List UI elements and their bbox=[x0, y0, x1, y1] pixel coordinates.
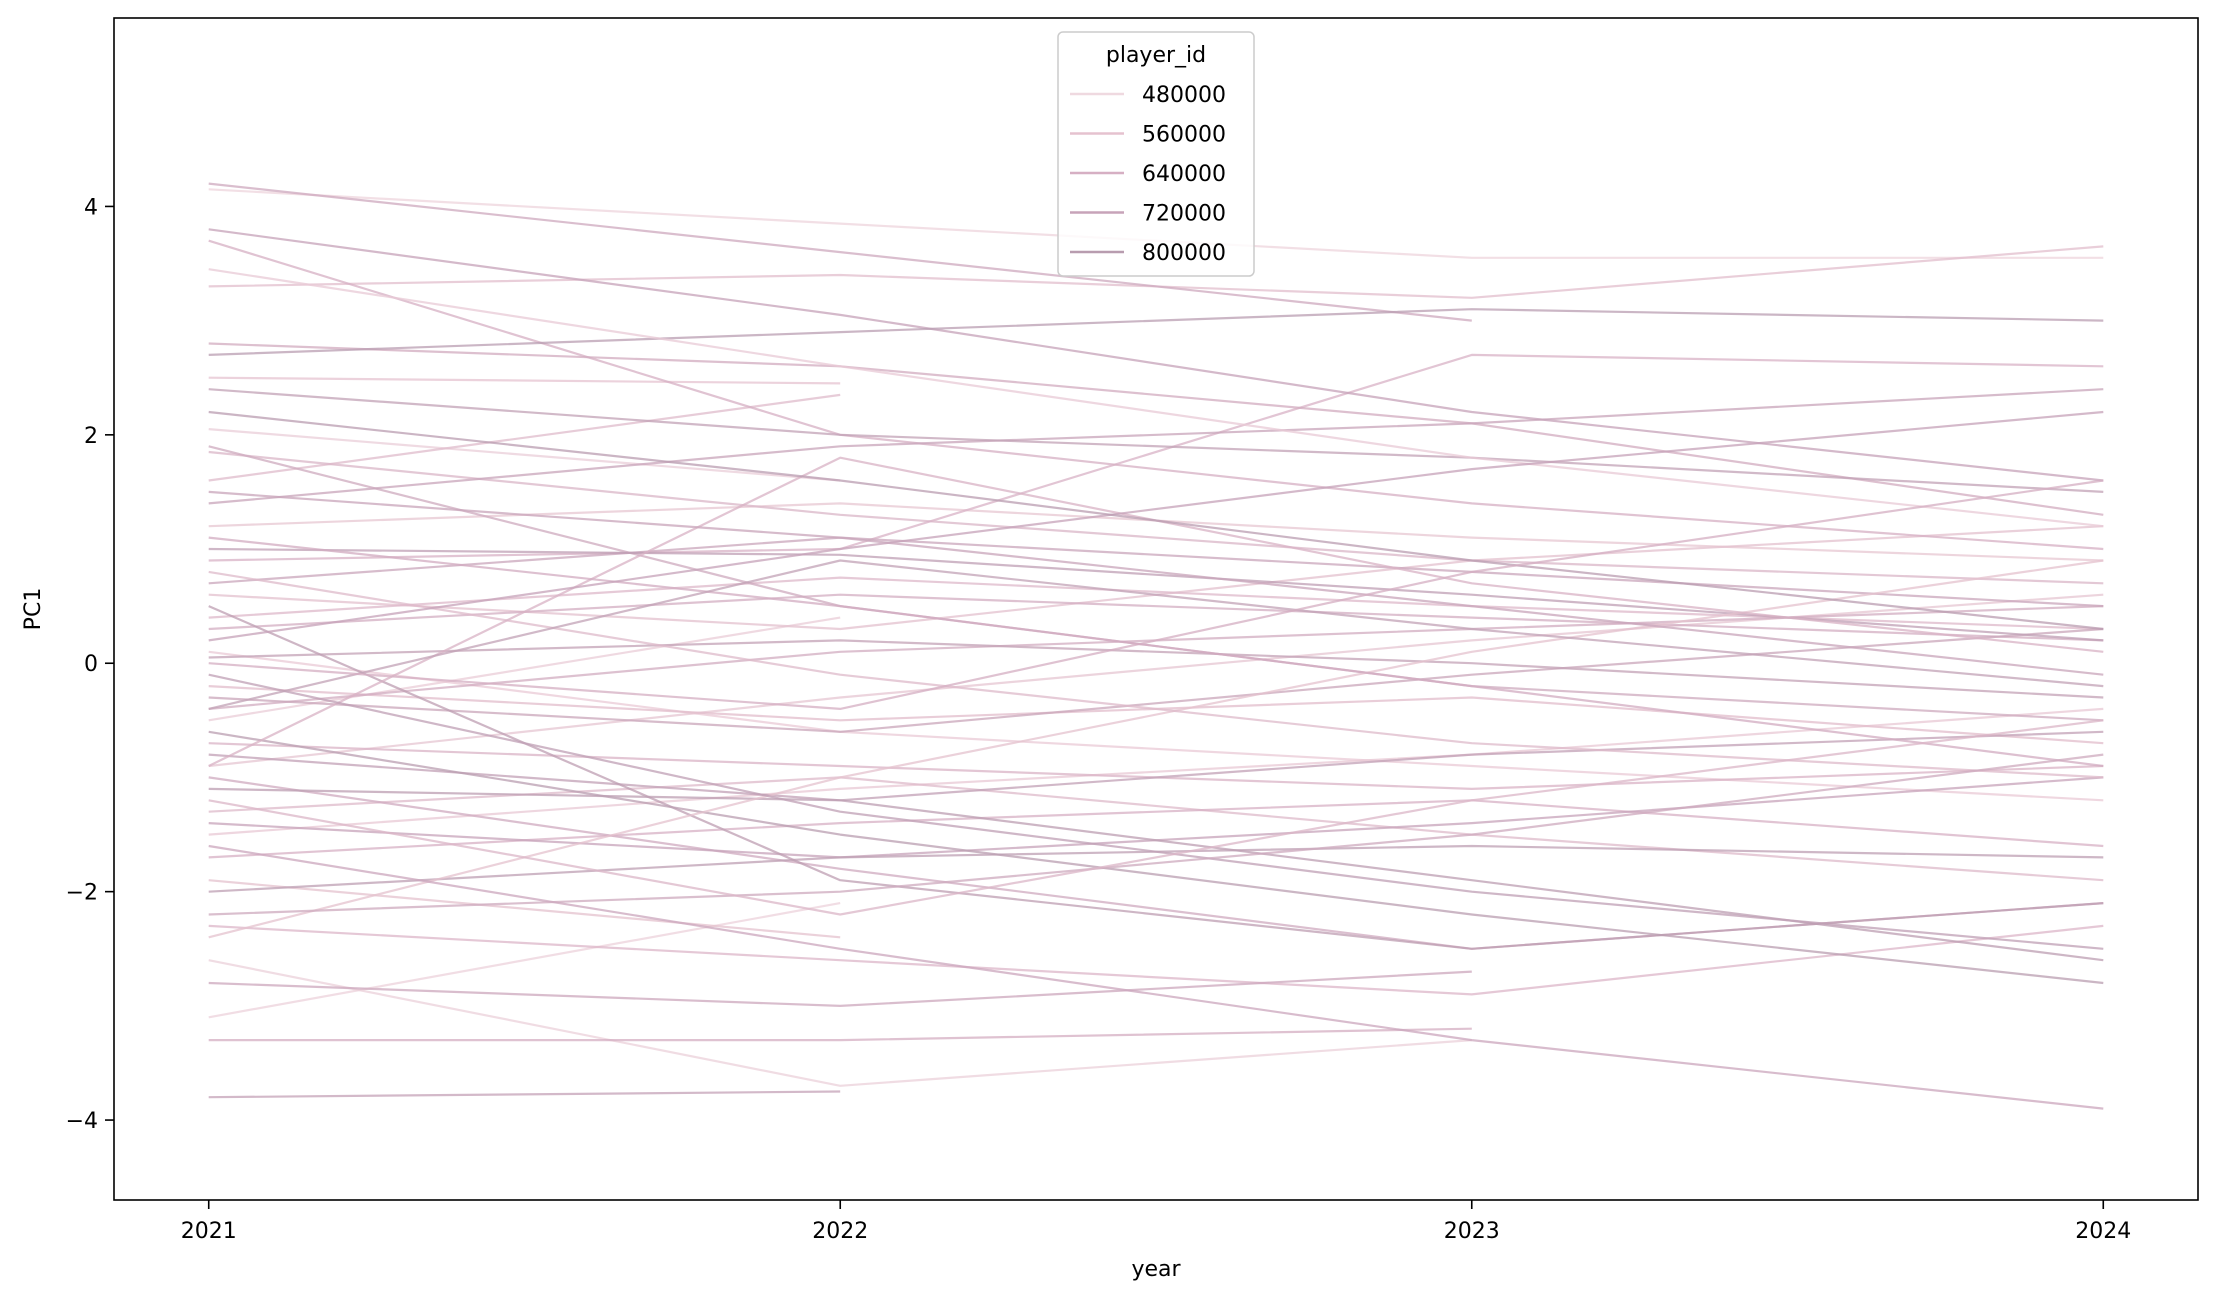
y-axis-label: PC1 bbox=[21, 588, 46, 631]
legend-label: 720000 bbox=[1142, 202, 1226, 227]
series-layer bbox=[208, 182, 2104, 1110]
series-line bbox=[208, 268, 2104, 528]
y-axis: −4 −2 0 2 4 bbox=[66, 195, 114, 1134]
series-line bbox=[208, 353, 2104, 562]
series-line bbox=[208, 1090, 841, 1099]
series-line bbox=[208, 970, 1472, 1008]
series-line bbox=[208, 753, 2104, 916]
legend: player_id 480000 560000 640000 720000 800000 bbox=[1057, 31, 1255, 277]
series-line bbox=[208, 650, 2104, 802]
series-line bbox=[208, 707, 2104, 836]
series-line bbox=[208, 844, 2104, 1110]
x-tick-label: 2022 bbox=[812, 1219, 868, 1244]
series-line bbox=[208, 388, 2104, 493]
series-line bbox=[208, 490, 2104, 676]
x-axis: 2021 2022 2023 2024 bbox=[181, 1200, 2131, 1244]
series-line bbox=[208, 428, 841, 482]
series-line bbox=[208, 730, 2104, 802]
series-line bbox=[208, 719, 2104, 916]
y-tick-label: 2 bbox=[84, 424, 98, 449]
series-line bbox=[208, 342, 2104, 516]
series-line bbox=[208, 410, 2104, 631]
series-line bbox=[208, 627, 2104, 733]
series-line bbox=[208, 902, 841, 1019]
series-line bbox=[208, 536, 2104, 768]
series-line bbox=[208, 228, 2104, 482]
y-tick-label: 4 bbox=[84, 195, 98, 220]
series-line bbox=[208, 730, 2104, 985]
legend-title: player_id bbox=[1106, 43, 1206, 68]
series-line bbox=[208, 639, 2104, 699]
y-tick-label: −4 bbox=[66, 1109, 98, 1134]
series-line bbox=[208, 410, 2104, 642]
series-line bbox=[208, 376, 841, 385]
series-line bbox=[208, 393, 841, 482]
x-axis-label: year bbox=[1131, 1257, 1181, 1282]
legend-entries: 480000 560000 640000 720000 800000 bbox=[1070, 83, 1226, 266]
series-line bbox=[208, 308, 2104, 356]
series-line bbox=[208, 182, 1472, 322]
x-tick-label: 2024 bbox=[2075, 1219, 2131, 1244]
legend-label: 640000 bbox=[1142, 162, 1226, 187]
series-line bbox=[208, 388, 2104, 505]
y-tick-label: 0 bbox=[84, 652, 98, 677]
series-line bbox=[208, 559, 2104, 710]
x-tick-label: 2021 bbox=[181, 1219, 237, 1244]
x-tick-label: 2023 bbox=[1444, 1219, 1500, 1244]
plot-frame bbox=[113, 17, 2199, 1201]
series-line bbox=[208, 959, 1472, 1087]
series-line bbox=[208, 479, 2104, 711]
series-line bbox=[208, 924, 2104, 996]
y-tick-label: −2 bbox=[66, 881, 98, 906]
legend-label: 560000 bbox=[1142, 123, 1226, 148]
series-line bbox=[208, 673, 2104, 950]
legend-box bbox=[1057, 31, 1255, 277]
series-line bbox=[208, 879, 841, 939]
legend-label: 800000 bbox=[1142, 241, 1226, 266]
series-line bbox=[208, 536, 2104, 608]
legend-label: 480000 bbox=[1142, 83, 1226, 108]
series-line bbox=[208, 450, 2104, 585]
series-line bbox=[208, 1027, 1472, 1042]
